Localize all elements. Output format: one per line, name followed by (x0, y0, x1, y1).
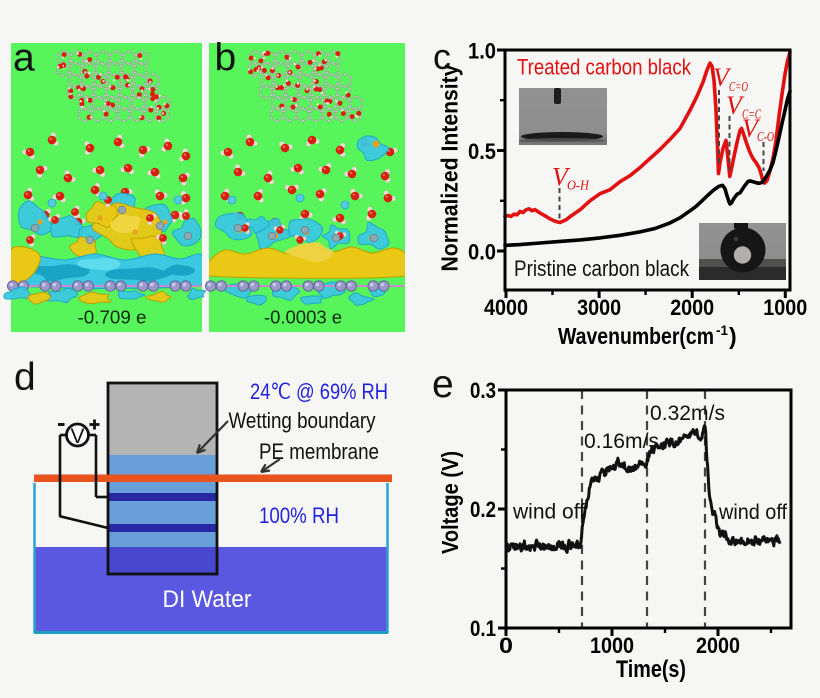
svg-text:0.2: 0.2 (470, 497, 496, 522)
svg-text:1000: 1000 (763, 295, 807, 320)
svg-text:wind off: wind off (512, 501, 585, 524)
svg-text:0.0: 0.0 (468, 240, 496, 265)
svg-text:Normalized Intensity: Normalized Intensity (437, 64, 463, 271)
svg-text:Wavenumber(cm: Wavenumber(cm (558, 323, 714, 349)
svg-text:0.16m/s: 0.16m/s (584, 430, 659, 453)
svg-text:Time(s): Time(s) (616, 656, 686, 683)
svg-text:c: c (433, 36, 451, 77)
svg-text:DI Water: DI Water (163, 586, 252, 613)
svg-text:V: V (726, 91, 745, 120)
svg-text:C-O: C-O (757, 130, 774, 145)
svg-text:0.5: 0.5 (468, 139, 496, 164)
svg-text:0: 0 (499, 633, 513, 658)
svg-text:1000: 1000 (590, 633, 634, 658)
svg-text:e: e (432, 363, 454, 406)
svg-text:V: V (552, 163, 571, 192)
svg-text:4000: 4000 (484, 295, 528, 320)
svg-text:100% RH: 100% RH (259, 503, 339, 528)
svg-text:C=O: C=O (729, 80, 748, 95)
svg-text:Treated carbon black: Treated carbon black (517, 55, 692, 80)
svg-text:-0.0003 e: -0.0003 e (264, 308, 342, 328)
svg-text:a: a (13, 37, 35, 80)
svg-text:V: V (742, 114, 761, 143)
svg-text:24℃ @ 69% RH: 24℃ @ 69% RH (250, 379, 388, 404)
svg-text:2000: 2000 (670, 295, 714, 320)
svg-text:b: b (215, 37, 237, 80)
svg-text:wind off: wind off (718, 501, 787, 524)
svg-text:d: d (14, 356, 36, 399)
svg-text:0.32m/s: 0.32m/s (650, 402, 725, 425)
svg-text:-0.709 e: -0.709 e (78, 308, 147, 328)
svg-text:0.1: 0.1 (470, 616, 496, 641)
svg-text:V: V (70, 425, 84, 448)
svg-text:1.0: 1.0 (468, 39, 496, 64)
svg-text:C=C: C=C (742, 108, 761, 123)
svg-text:Pristine carbon black: Pristine carbon black (514, 256, 690, 281)
svg-text:3000: 3000 (577, 295, 621, 320)
svg-text:Wetting boundary: Wetting boundary (229, 408, 376, 433)
svg-text:-1: -1 (716, 322, 728, 338)
svg-text:0.3: 0.3 (470, 378, 496, 403)
svg-text:2000: 2000 (696, 633, 740, 658)
svg-text:V: V (713, 63, 732, 92)
svg-text:Voltage (V): Voltage (V) (437, 451, 463, 554)
svg-text:O-H: O-H (567, 179, 590, 194)
svg-text:): ) (729, 323, 737, 349)
